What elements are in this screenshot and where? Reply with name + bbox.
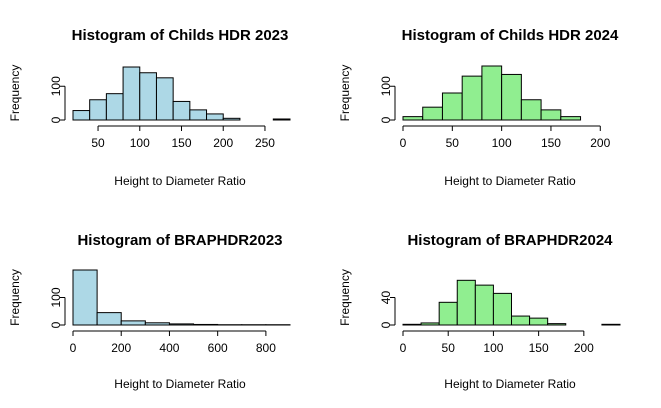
x-tick-label: 100 xyxy=(483,341,503,355)
x-axis-label: Height to Diameter Ratio xyxy=(444,377,576,391)
histogram-bar xyxy=(492,292,512,326)
histogram-bar xyxy=(272,118,291,121)
histogram-panel-childs-2023: 50 100 150 200 250 0 100 Histogram of Childs HD… xyxy=(8,27,291,188)
histogram-bar xyxy=(547,323,567,326)
histogram-bar xyxy=(438,301,458,326)
histogram-bar xyxy=(206,113,224,121)
histogram-bar xyxy=(72,110,91,121)
histogram-bar xyxy=(456,279,476,326)
histogram-bars xyxy=(402,65,582,121)
histogram-bars xyxy=(72,66,291,121)
x-tick-label: 100 xyxy=(130,136,150,150)
histogram-bar xyxy=(481,65,503,121)
histogram-bar xyxy=(474,284,494,326)
histogram-bar xyxy=(139,72,157,121)
histogram-bar xyxy=(402,116,424,121)
x-tick-label: 50 xyxy=(91,136,105,150)
y-axis-label: Frequency xyxy=(8,65,22,122)
x-axis-label: Height to Diameter Ratio xyxy=(114,174,246,188)
y-tick-label: 0 xyxy=(379,116,393,123)
histogram-bar xyxy=(529,317,549,326)
histogram-panel-braphdr-2024: 0 50 100 150 200 0 40 Histogram of BRAPHDR2024 H… xyxy=(338,232,621,391)
x-tick-label: 200 xyxy=(590,136,610,150)
histogram-bar xyxy=(540,109,562,121)
x-tick-label: 50 xyxy=(446,136,460,150)
x-tick-label: 0 xyxy=(400,136,407,150)
chart-title: Histogram of BRAPHDR2024 xyxy=(407,232,613,249)
chart-title: Histogram of BRAPHDR2023 xyxy=(77,232,282,249)
x-tick-label: 250 xyxy=(255,136,275,150)
histogram-bar xyxy=(420,322,440,326)
x-tick-label: 150 xyxy=(529,341,549,355)
histogram-bar xyxy=(441,92,463,121)
histogram-bar xyxy=(122,66,141,121)
histogram-bar xyxy=(89,99,107,121)
histogram-bars xyxy=(72,269,291,326)
histogram-bars xyxy=(402,279,621,326)
y-tick-label: 100 xyxy=(49,287,63,307)
x-tick-label: 400 xyxy=(159,341,179,355)
x-tick-label: 800 xyxy=(256,341,276,355)
x-tick-label: 200 xyxy=(574,341,594,355)
x-tick-label: 100 xyxy=(492,136,512,150)
histogram-bar xyxy=(172,100,191,121)
x-tick-label: 600 xyxy=(208,341,228,355)
x-axis-label: Height to Diameter Ratio xyxy=(114,377,246,391)
x-tick-label: 200 xyxy=(213,136,233,150)
histogram-panel-childs-2024: 0 50 100 150 200 0 100 Histogram of Childs HDR … xyxy=(338,27,619,188)
histogram-bar xyxy=(120,320,146,326)
histogram-bar xyxy=(560,116,582,121)
histogram-bar xyxy=(72,269,98,326)
y-axis-label: Frequency xyxy=(338,269,352,326)
x-tick-label: 0 xyxy=(70,341,77,355)
histogram-bar xyxy=(601,323,621,326)
histogram-bar xyxy=(189,109,208,121)
histogram-bar xyxy=(193,323,219,326)
y-tick-label: 0 xyxy=(379,321,393,328)
y-axis-label: Frequency xyxy=(8,269,22,326)
chart-title: Histogram of Childs HDR 2024 xyxy=(402,27,619,44)
y-tick-label: 100 xyxy=(379,76,393,96)
x-tick-label: 150 xyxy=(541,136,561,150)
histogram-bar xyxy=(501,73,522,121)
y-tick-label: 0 xyxy=(49,321,63,328)
histogram-bar xyxy=(96,312,122,326)
histogram-bar xyxy=(520,99,542,121)
histogram-bar xyxy=(105,93,124,121)
histogram-bar xyxy=(144,322,170,326)
y-tick-label: 0 xyxy=(49,116,63,123)
x-tick-label: 200 xyxy=(111,341,131,355)
y-axis-label: Frequency xyxy=(338,65,352,122)
y-tick-label: 100 xyxy=(49,76,63,96)
histogram-bar xyxy=(402,323,422,326)
x-axis-label: Height to Diameter Ratio xyxy=(444,174,576,188)
histogram-bar xyxy=(461,75,483,121)
chart-title: Histogram of Childs HDR 2023 xyxy=(72,27,289,44)
histogram-bar xyxy=(511,315,531,326)
histogram-bar xyxy=(168,323,195,326)
y-tick-label: 40 xyxy=(379,291,393,305)
histogram-bar xyxy=(422,106,443,121)
histogram-panel-braphdr-2023: 0 200 400 600 800 0 100 Histogram of BRAPHDR202… xyxy=(8,232,291,391)
histogram-bar xyxy=(155,77,174,121)
x-tick-label: 50 xyxy=(442,341,456,355)
x-tick-label: 150 xyxy=(171,136,191,150)
x-tick-label: 0 xyxy=(400,341,407,355)
histogram-bar xyxy=(222,117,241,121)
